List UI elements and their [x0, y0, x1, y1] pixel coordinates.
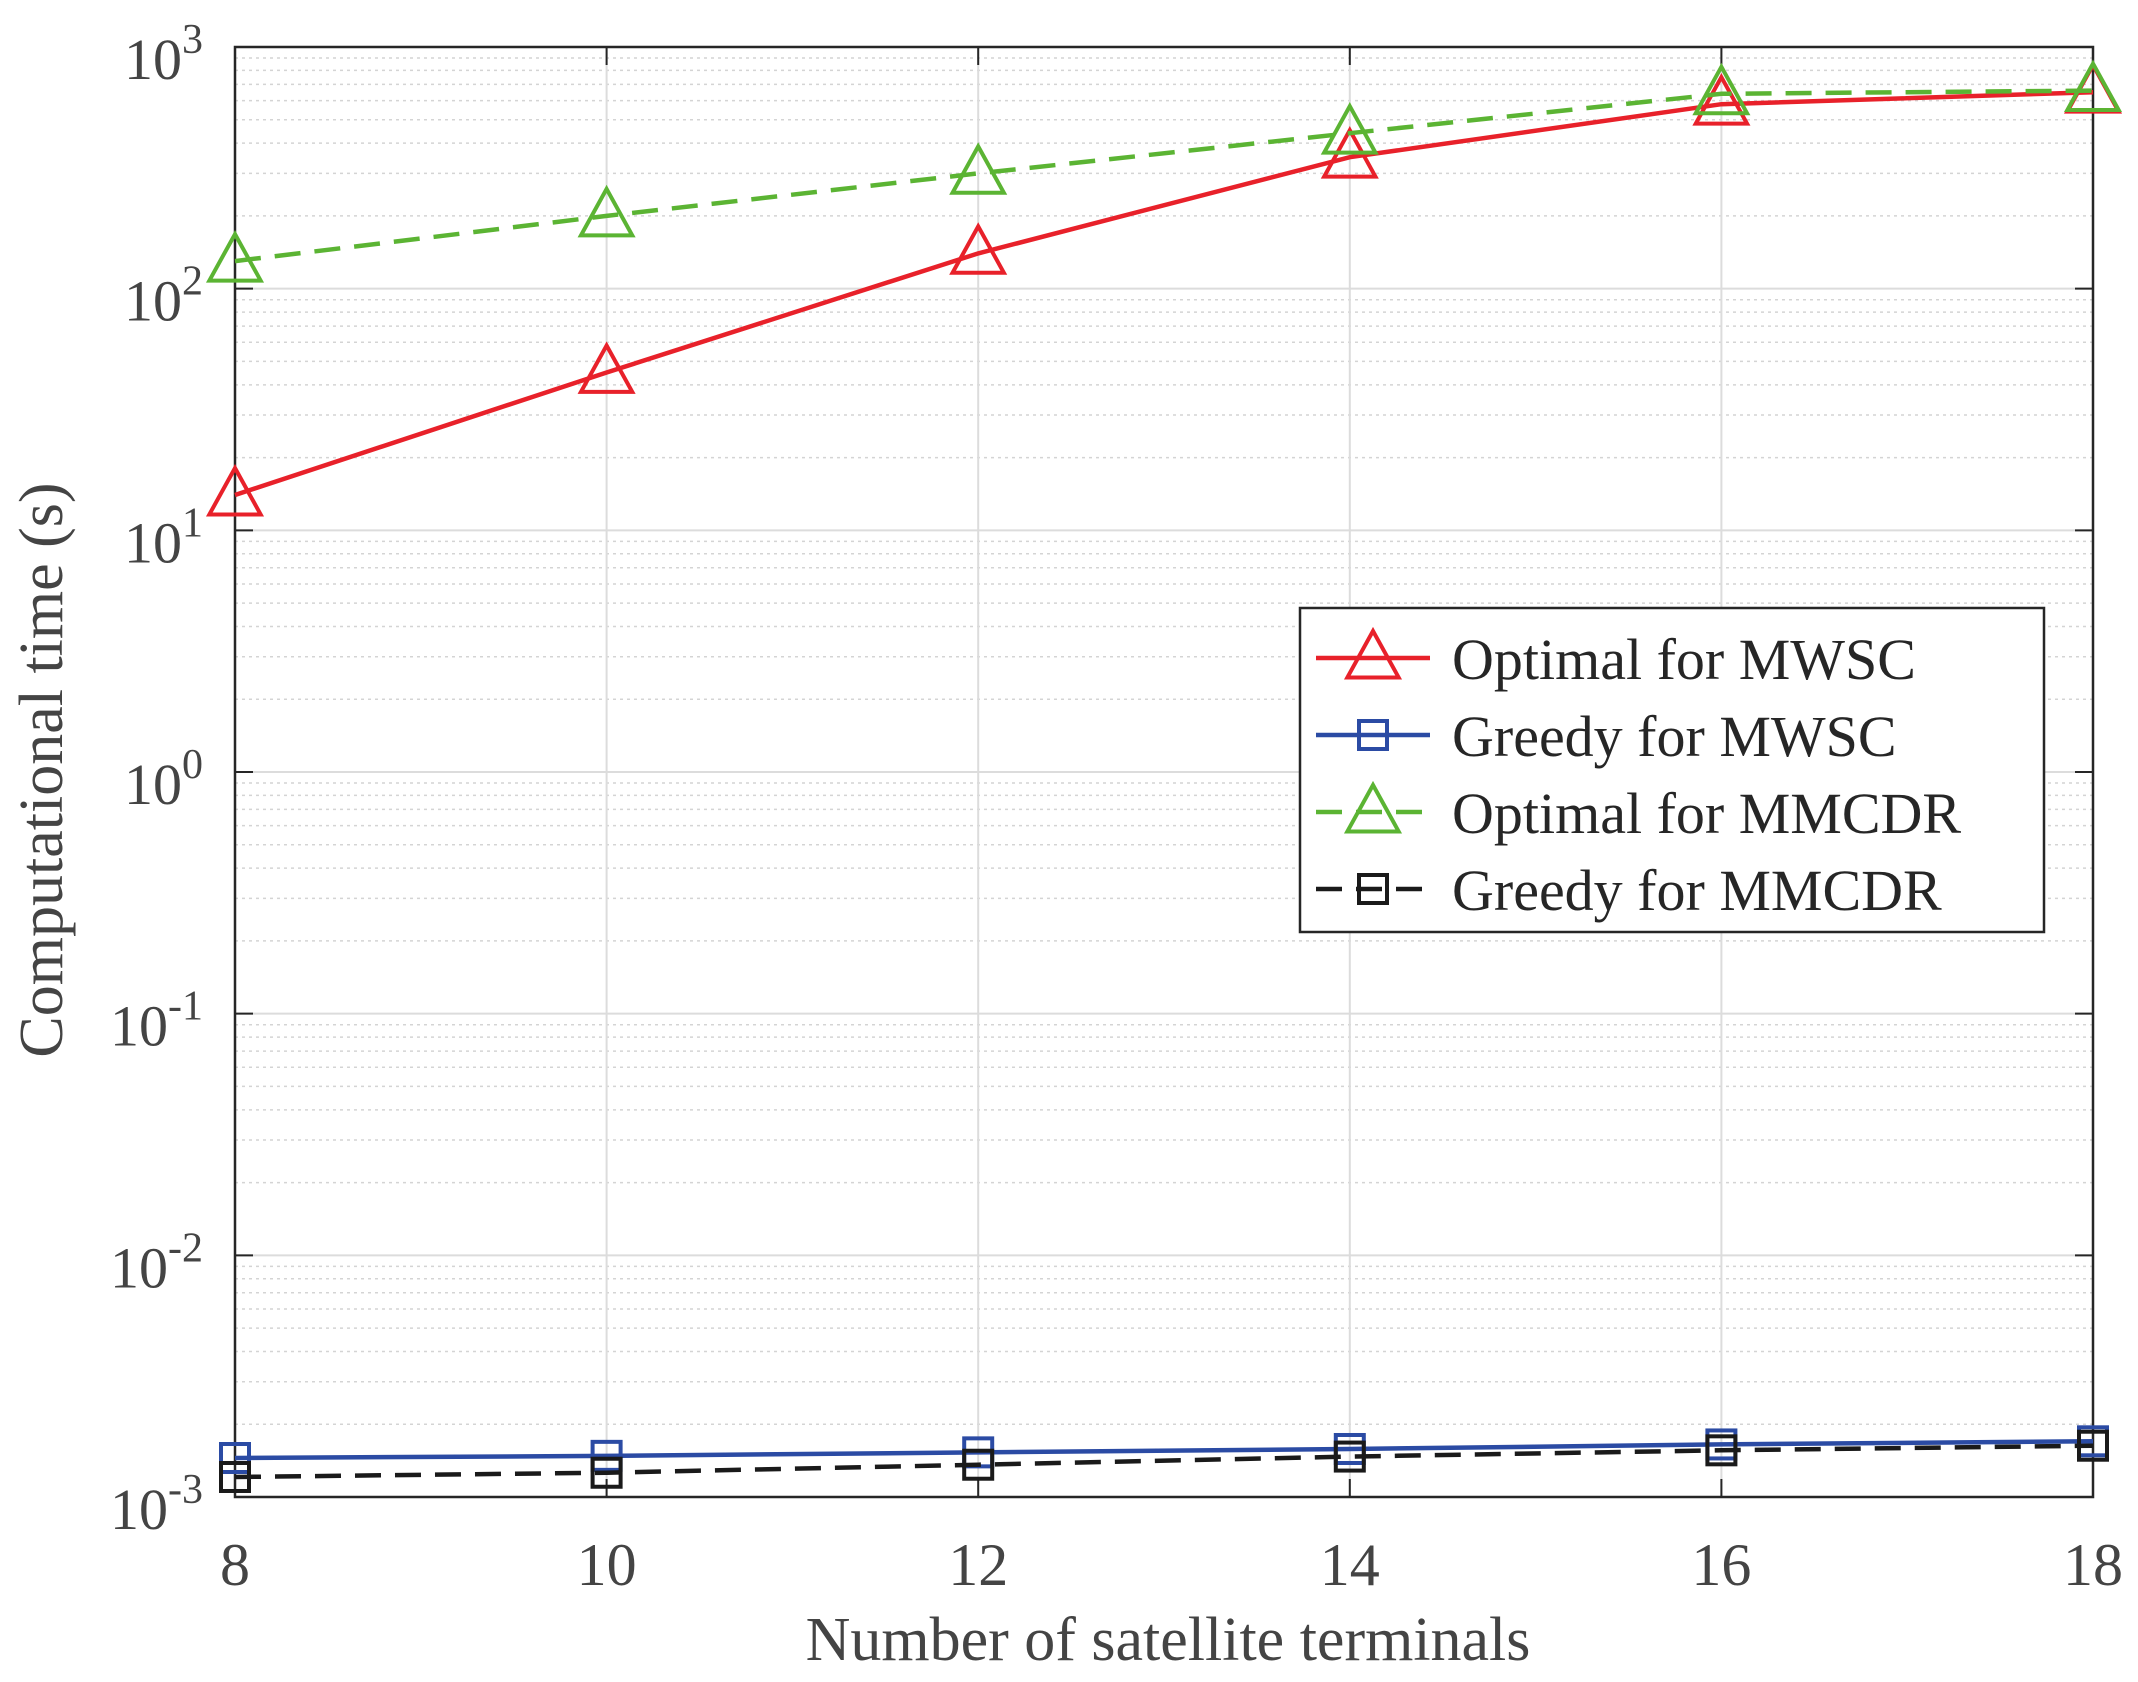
data-point: [205, 229, 265, 283]
data-point: [2063, 59, 2123, 113]
series: [205, 59, 2123, 283]
legend-marker: [1343, 626, 1403, 680]
series-line: [234, 1439, 2094, 1461]
legend-marker: [1357, 719, 1389, 751]
axes: [233, 45, 2095, 1499]
data-point: [949, 142, 1008, 195]
data-point: [219, 1460, 251, 1493]
legend-entry: Greedy for MWSC: [1316, 704, 1897, 769]
x-tick-label: 16: [1691, 1532, 1751, 1598]
data-point: [205, 463, 265, 517]
y-tick-label: 103: [124, 17, 203, 92]
series-line: [234, 89, 2094, 498]
y-tick-label: 102: [124, 259, 203, 334]
grid: [234, 46, 2094, 1498]
data-point: [590, 1456, 623, 1489]
legend-marker: [1357, 873, 1389, 905]
series-line: [234, 1443, 2094, 1480]
y-tick-label: 10-2: [110, 1225, 203, 1300]
y-tick-label: 101: [124, 500, 203, 575]
x-tick-label: 18: [2063, 1532, 2123, 1598]
x-tick-label: 10: [577, 1532, 637, 1598]
data-point: [1320, 102, 1379, 155]
plot-area: [205, 59, 2123, 1493]
data-point: [2077, 1429, 2109, 1462]
x-tick-label: 12: [948, 1532, 1008, 1598]
data-point: [962, 1448, 995, 1481]
y-tick-label: 10-1: [110, 984, 203, 1059]
legend: Optimal for MWSC Greedy for MWSC Optimal f…: [1298, 606, 2046, 934]
legend-label: Greedy for MMCDR: [1452, 858, 1942, 923]
series-line: [234, 88, 2094, 264]
x-tick-label: 8: [220, 1532, 250, 1598]
tick-labels: 8 10 12 14 16 18 10-3 10-2 10-1 100 101 102 103: [110, 17, 2123, 1598]
data-point: [949, 222, 1008, 275]
legend-marker: [1343, 780, 1403, 834]
data-point: [1692, 62, 1751, 116]
legend-label: Optimal for MMCDR: [1452, 781, 1961, 846]
legend-label: Greedy for MWSC: [1452, 704, 1897, 769]
data-point: [219, 1442, 251, 1475]
data-point: [1705, 1434, 1738, 1467]
legend-label: Optimal for MWSC: [1452, 627, 1916, 692]
y-axis-title: Computational time (s): [8, 482, 76, 1057]
y-tick-label: 10-3: [110, 1467, 203, 1542]
series: [219, 1429, 2109, 1493]
x-tick-label: 14: [1320, 1532, 1380, 1598]
legend-entry: Greedy for MMCDR: [1316, 858, 1942, 923]
data-point: [577, 184, 636, 238]
legend-entry: Optimal for MWSC: [1316, 626, 1916, 692]
x-axis-title: Number of satellite terminals: [806, 1606, 1531, 1674]
data-point: [577, 341, 636, 394]
data-point: [1333, 1440, 1366, 1473]
data-point: [1692, 73, 1751, 126]
legend-entry: Optimal for MMCDR: [1316, 780, 1961, 846]
y-tick-label: 100: [124, 742, 203, 817]
legend-box: [1298, 606, 2046, 934]
data-point: [590, 1439, 623, 1472]
